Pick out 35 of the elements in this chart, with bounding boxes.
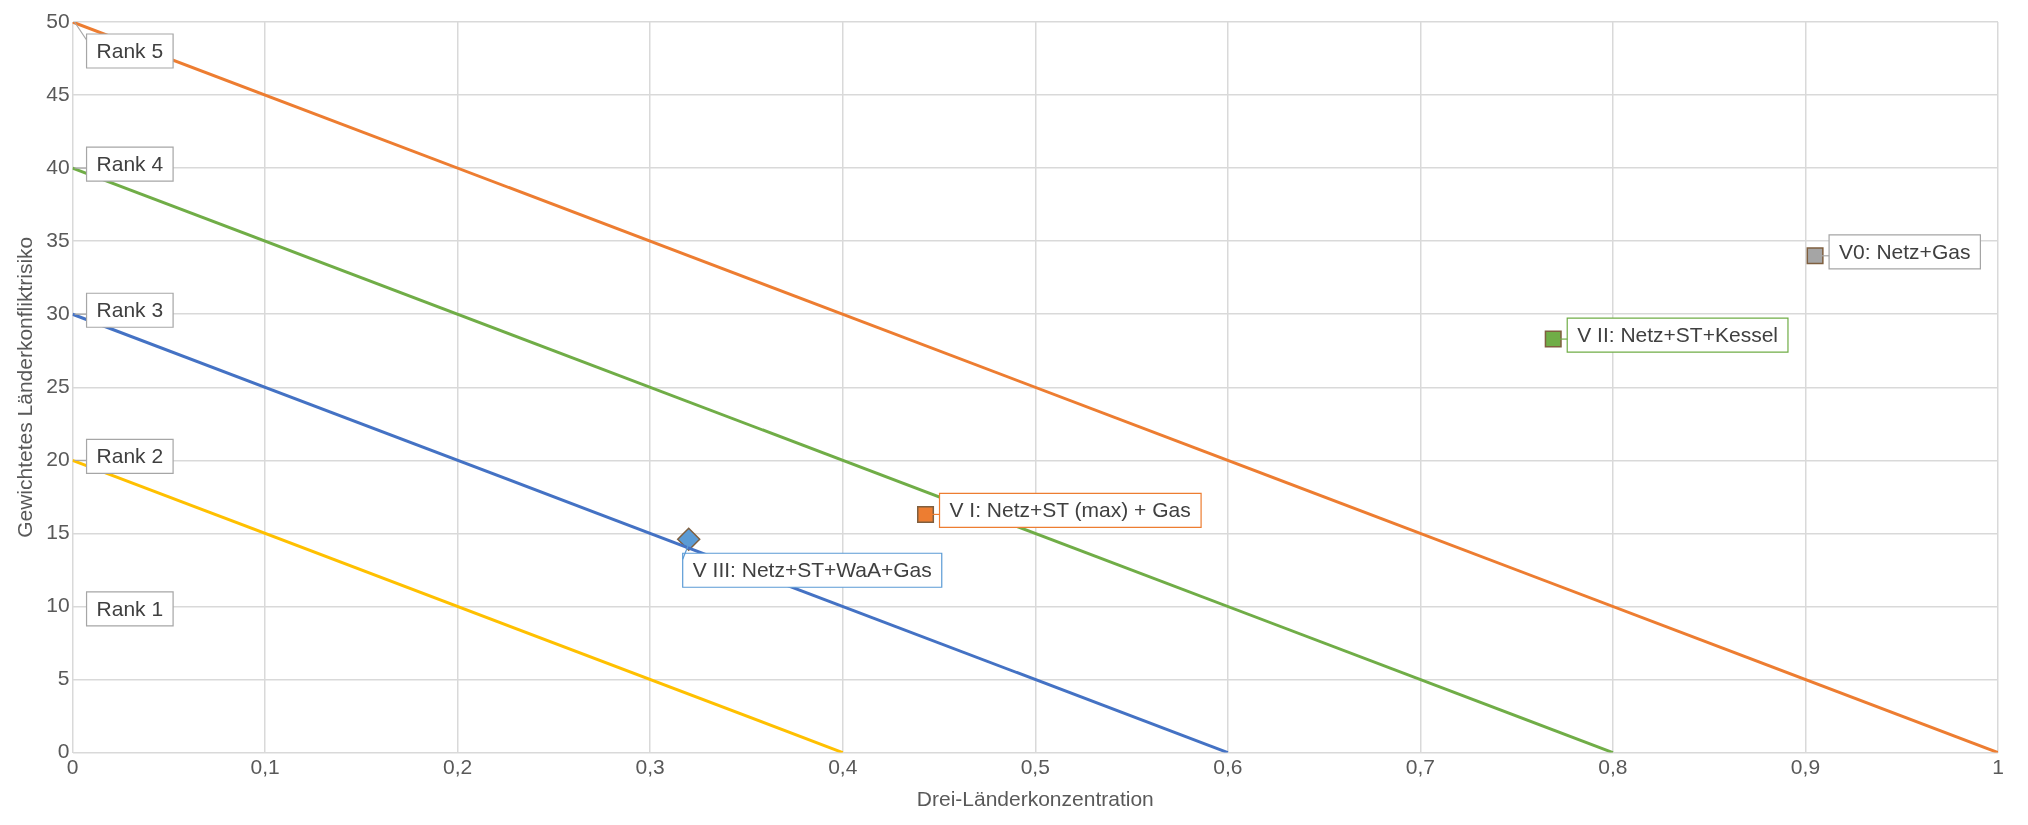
y-tick-label: 35 [46,227,70,251]
x-tick-label: 0,5 [1020,755,1050,778]
y-tick-label: 45 [46,81,70,105]
x-tick-label: 0,8 [1598,755,1628,778]
x-tick-label: 0,3 [635,755,665,778]
series-label: Rank 2 [96,444,164,468]
point [676,527,701,552]
x-tick-label: 0,2 [443,755,473,778]
legend-label: V II: Netz+ST+Kessel [1577,322,1778,346]
x-axis-title: Drei-Länderkonzentration [916,787,1154,811]
series-label: V III: Netz+ST+WaA+Gas [692,558,932,582]
y-axis-title: Gewichtetes Länderkonfliktrisiko [13,236,37,538]
series-label: Rank 4 [96,151,164,175]
legend-label: V I: Netz+ST (max) + Gas [949,498,1191,522]
y-tick-label: 5 [57,666,70,690]
x-tick-label: 0,4 [828,755,858,778]
y-tick-label: 25 [46,374,70,398]
x-tick-label: 0,6 [1213,755,1243,778]
point [1806,247,1824,265]
series-label: Rank 3 [96,298,164,322]
x-tick-label: 0,9 [1790,755,1821,778]
y-tick-label: 40 [46,154,70,178]
x-tick-label: 0,1 [250,755,280,778]
y-tick-label: 20 [46,447,70,471]
y-tick-label: 50 [46,8,70,32]
y-tick-label: 10 [46,593,70,617]
legend-label: V0: Netz+Gas [1839,239,1971,263]
y-tick-label: 15 [46,520,70,544]
x-tick-label: 0,7 [1405,755,1435,778]
x-tick-label: 1 [1992,755,2004,778]
series-label: Rank 5 [96,38,164,62]
point [1544,330,1562,348]
y-tick-label: 30 [46,301,70,325]
annotation: Rank 1 [96,596,164,620]
point [917,505,935,523]
